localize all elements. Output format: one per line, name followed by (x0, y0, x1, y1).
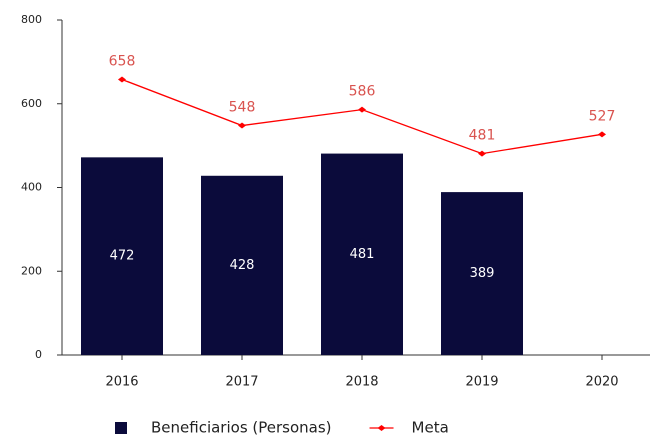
point-label: 527 (589, 108, 616, 124)
point-label: 658 (109, 53, 136, 69)
bar (321, 153, 403, 355)
x-tick-label: 2019 (465, 375, 498, 390)
point-label: 548 (229, 100, 256, 116)
bar (201, 175, 283, 355)
point-label: 586 (349, 84, 376, 100)
legend-label: Meta (412, 419, 449, 437)
point (478, 150, 486, 157)
legend-label: Beneficiarios (Personas) (151, 419, 332, 437)
bar-label: 428 (230, 258, 255, 273)
bar (81, 157, 163, 355)
point (238, 122, 246, 129)
bar (441, 192, 523, 355)
y-tick-label: 0 (35, 348, 42, 361)
bar-label: 389 (470, 266, 495, 281)
bar-label: 481 (350, 247, 375, 262)
legend-swatch (115, 422, 127, 434)
x-tick-label: 2018 (345, 375, 378, 390)
legend-swatch (377, 425, 386, 431)
y-tick-label: 600 (21, 97, 42, 110)
bar-label: 472 (110, 249, 135, 264)
x-tick-label: 2017 (225, 375, 258, 390)
point (598, 131, 606, 138)
point (358, 106, 366, 113)
y-tick-label: 200 (21, 264, 42, 277)
y-tick-label: 400 (21, 181, 42, 194)
x-tick-label: 2020 (585, 375, 618, 390)
point (118, 76, 126, 83)
point-label: 481 (469, 128, 496, 144)
x-tick-label: 2016 (105, 375, 138, 390)
y-tick-label: 800 (21, 13, 42, 26)
